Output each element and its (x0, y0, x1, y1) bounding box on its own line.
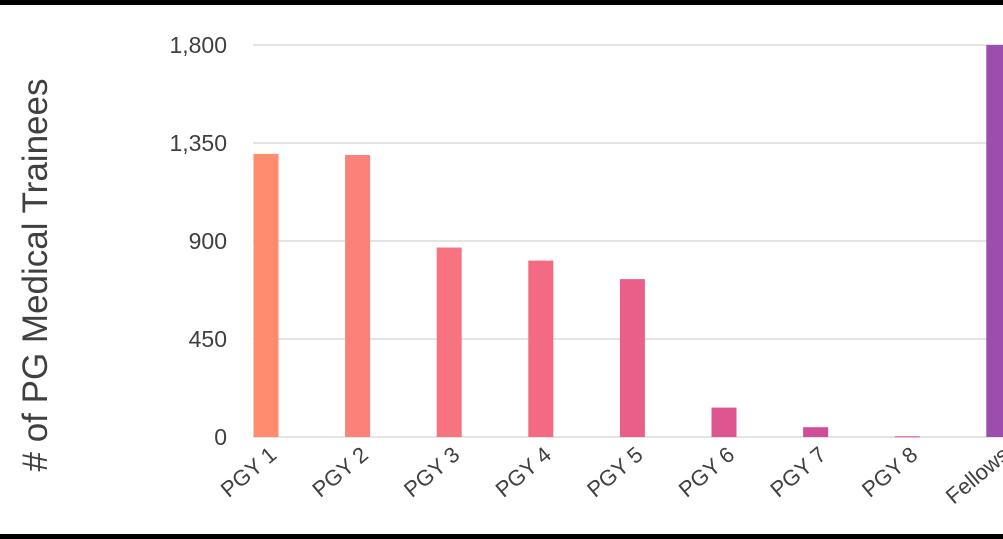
x-tick-label: PGY 8 (857, 442, 922, 503)
x-tick-label: PGY 3 (399, 442, 464, 503)
y-tick-label: 0 (214, 424, 227, 450)
x-tick-label: PGY 4 (491, 442, 556, 503)
x-tick-label: Fellows (941, 442, 1003, 509)
y-tick-label: 450 (189, 326, 227, 352)
bar (803, 427, 829, 437)
x-tick-label: PGY 5 (582, 442, 647, 503)
y-axis-label: # of PG Medical Trainees (16, 78, 55, 472)
bar (894, 436, 920, 438)
x-tick-label: PGY 2 (307, 442, 372, 503)
y-tick-label: 1,800 (169, 32, 227, 58)
y-tick-label: 1,350 (169, 130, 227, 156)
bar (436, 247, 462, 437)
x-tick-label: PGY 6 (674, 442, 739, 503)
bar (253, 153, 279, 437)
bar (528, 260, 554, 437)
y-tick-label: 900 (189, 228, 227, 254)
bar (986, 45, 1003, 437)
bar (711, 407, 737, 437)
bar (345, 154, 371, 437)
bar-chart: 0 450 900 1,350 1,800 PGY 1 PGY 2 PGY 3 PGY 4 PGY… (169, 32, 1003, 509)
x-tick-label: PGY 7 (765, 442, 830, 503)
x-tick-label: PGY 1 (216, 442, 281, 503)
bar (619, 279, 645, 437)
